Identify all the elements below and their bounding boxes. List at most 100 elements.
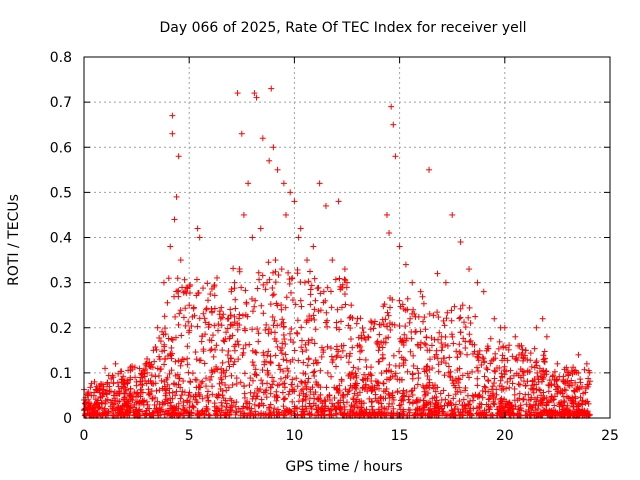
data-point	[401, 392, 408, 399]
data-point	[522, 408, 529, 415]
data-point	[494, 406, 501, 413]
data-point	[288, 381, 295, 388]
data-point	[575, 369, 582, 376]
data-point	[438, 358, 445, 365]
data-point	[398, 354, 405, 361]
data-point	[267, 401, 274, 408]
data-point	[228, 372, 235, 379]
data-point	[474, 354, 481, 361]
data-point	[232, 403, 239, 410]
data-point	[154, 409, 161, 416]
data-point	[195, 411, 202, 418]
data-point	[162, 386, 169, 393]
data-point	[260, 281, 267, 288]
data-point	[441, 412, 448, 419]
data-point	[496, 364, 503, 371]
data-point	[175, 293, 182, 300]
data-point	[540, 389, 547, 396]
data-point	[246, 341, 253, 348]
data-point	[383, 406, 390, 413]
data-point	[222, 335, 229, 342]
data-point	[300, 408, 307, 415]
data-point	[348, 371, 355, 378]
data-point	[428, 342, 435, 349]
data-point	[426, 310, 433, 317]
data-point	[297, 297, 304, 304]
data-point	[143, 411, 150, 418]
data-point	[522, 412, 529, 419]
data-point	[527, 357, 534, 364]
data-point	[409, 279, 416, 286]
data-point	[235, 356, 242, 363]
data-point	[437, 390, 444, 397]
data-point	[551, 381, 558, 388]
data-point	[217, 315, 224, 322]
data-point	[540, 367, 547, 374]
data-point	[305, 356, 312, 363]
data-point	[359, 376, 366, 383]
data-point	[135, 400, 142, 407]
data-point	[577, 379, 584, 386]
data-point	[303, 347, 310, 354]
data-point	[389, 296, 396, 303]
data-point	[287, 330, 294, 337]
data-point	[273, 338, 280, 345]
data-point	[332, 405, 339, 412]
data-point	[358, 347, 365, 354]
data-point	[204, 394, 211, 401]
data-point	[459, 402, 466, 409]
data-point	[267, 390, 274, 397]
data-point	[413, 399, 420, 406]
data-point	[234, 338, 241, 345]
data-point	[267, 411, 274, 418]
data-point	[410, 306, 417, 313]
data-point	[173, 388, 180, 395]
data-point	[476, 347, 483, 354]
data-point	[233, 380, 240, 387]
data-point	[176, 375, 183, 382]
data-point	[240, 349, 247, 356]
data-point	[179, 388, 186, 395]
data-point	[215, 321, 222, 328]
data-point	[457, 350, 464, 357]
data-point	[547, 396, 554, 403]
data-point	[171, 216, 178, 223]
data-point	[376, 358, 383, 365]
data-point	[398, 396, 405, 403]
data-point	[233, 408, 240, 415]
data-point	[495, 410, 502, 417]
data-point	[224, 325, 231, 332]
data-point	[576, 386, 583, 393]
data-point	[198, 338, 205, 345]
data-point	[535, 386, 542, 393]
data-point	[254, 285, 261, 292]
data-point	[531, 345, 538, 352]
data-point	[308, 405, 315, 412]
data-point	[136, 365, 143, 372]
data-point	[329, 359, 336, 366]
data-point	[287, 289, 294, 296]
data-point	[307, 286, 314, 293]
data-point	[541, 348, 548, 355]
data-point	[365, 371, 372, 378]
data-point	[168, 344, 175, 351]
data-point	[557, 387, 564, 394]
data-point	[224, 352, 231, 359]
data-point	[127, 390, 134, 397]
data-point	[320, 288, 327, 295]
data-point	[186, 404, 193, 411]
data-point	[139, 408, 146, 415]
data-point	[414, 341, 421, 348]
data-point	[106, 388, 113, 395]
data-point	[332, 276, 339, 283]
data-point	[462, 324, 469, 331]
data-point	[340, 342, 347, 349]
data-point	[149, 395, 156, 402]
data-point	[574, 411, 581, 418]
data-point	[270, 322, 277, 329]
data-point	[146, 363, 153, 370]
data-point	[521, 368, 528, 375]
data-point	[427, 356, 434, 363]
data-point	[140, 367, 147, 374]
